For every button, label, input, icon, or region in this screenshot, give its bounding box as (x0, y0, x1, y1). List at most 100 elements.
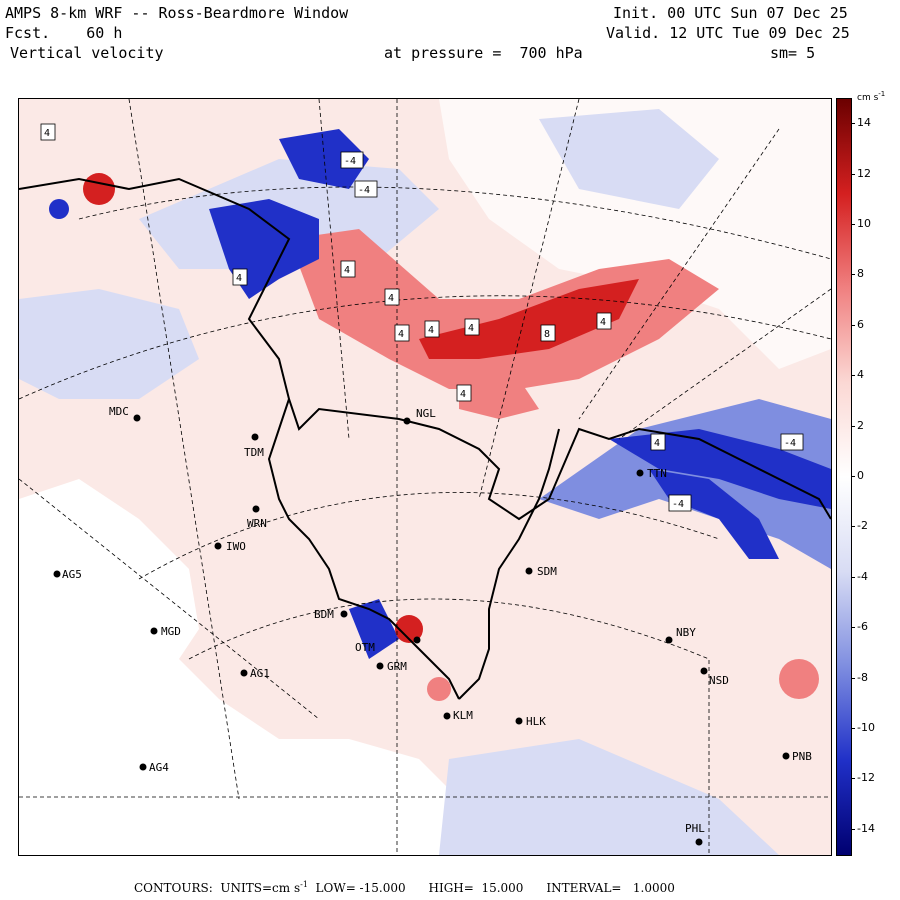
colorbar-tick-label: -12 (857, 771, 875, 785)
colorbar-tick-mark (851, 123, 855, 125)
contour-label: 4 (232, 268, 248, 286)
station-SDM: SDM (537, 565, 557, 578)
negative-core-north (279, 129, 369, 189)
contour-label: 8 (540, 324, 556, 342)
graticule (19, 99, 831, 855)
smoothing: sm= 5 (770, 44, 816, 62)
svg-text:8: 8 (544, 329, 550, 340)
station-MGD: MGD (161, 625, 181, 638)
station-TTN: TTN (647, 467, 667, 480)
svg-text:4: 4 (398, 329, 404, 340)
contour-label: 4 (394, 324, 410, 342)
contour-label: -4 (780, 433, 804, 451)
contour-footer: CONTOURS: UNITS=cm s-1 LOW= -15.000 HIGH… (134, 880, 675, 895)
colorbar-tick-mark (851, 425, 855, 427)
svg-text:4: 4 (428, 325, 434, 336)
station-AG5: AG5 (62, 568, 82, 581)
contour-label: -4 (340, 151, 364, 169)
neutral-region (19, 479, 459, 855)
colorbar-tick-label: -2 (857, 519, 868, 533)
contour-label: -4 (354, 180, 378, 198)
model-title: AMPS 8-km WRF -- Ross-Beardmore Window (5, 4, 349, 22)
station-AG1: AG1 (250, 667, 270, 680)
svg-text:4: 4 (236, 273, 242, 284)
colorbar-ticks: 14 12 10 8 6 4 2 0 -2 -4 -6 -8 -10 -12 -14 (851, 98, 900, 854)
init-time: Init. 00 UTC Sun 07 Dec 25 (613, 4, 848, 22)
positive-lobe (459, 369, 539, 419)
station-TDM: TDM (244, 446, 264, 459)
station-OTM: OTM (355, 641, 375, 654)
weak-negative-patch (539, 109, 719, 209)
negative-core-coast (209, 199, 319, 299)
colorbar-tick-label: 14 (857, 116, 871, 130)
colorbar-tick-mark (851, 728, 855, 729)
colorbar-tick-mark (851, 274, 855, 276)
station-IWO: IWO (226, 540, 246, 553)
colorbar-tick-mark (851, 778, 855, 780)
station-AG4: AG4 (149, 761, 169, 774)
map-panel[interactable]: MDC TDM NGL WRN IWO AG5 MGD AG1 AG4 BDM … (18, 98, 832, 856)
contour-label: 4 (596, 312, 612, 330)
map-svg: MDC TDM NGL WRN IWO AG5 MGD AG1 AG4 BDM … (19, 99, 831, 855)
station-NGL: NGL (416, 407, 436, 420)
coastline-mountains (267, 398, 460, 700)
station-GRM: GRM (387, 660, 407, 673)
station-NBY: NBY (676, 626, 696, 639)
field-name: Vertical velocity (10, 44, 164, 62)
colorbar-tick-label: 2 (857, 418, 864, 432)
contour-label: 4 (424, 320, 440, 338)
colorbar-tick-label: -4 (857, 569, 868, 583)
colorbar-tick-mark (851, 324, 855, 326)
colorbar-tick-mark (851, 828, 855, 830)
colorbar-tick-mark (851, 173, 855, 175)
station-WRN: WRN (247, 517, 267, 530)
negative-cell (49, 199, 69, 219)
negative-core-south (349, 599, 399, 659)
station-PHL: PHL (685, 822, 705, 835)
colorbar-tick-label: 6 (857, 317, 864, 331)
colorbar-tick-label: 0 (857, 469, 864, 482)
svg-text:4: 4 (344, 265, 350, 276)
svg-text:-4: -4 (358, 185, 370, 196)
positive-cell (427, 677, 451, 701)
svg-text:-4: -4 (672, 499, 684, 510)
colorbar-tick-mark (851, 677, 855, 679)
contour-label: 4 (650, 433, 666, 451)
svg-text:-4: -4 (344, 156, 356, 167)
negative-band-east-core (649, 469, 779, 559)
colorbar-tick-label: 4 (857, 368, 864, 382)
contour-label: 4 (384, 288, 400, 306)
positive-cell (83, 173, 115, 205)
svg-text:4: 4 (44, 128, 50, 139)
contour-label: -4 (668, 494, 692, 512)
weak-negative-patch (19, 289, 199, 399)
colorbar-tick-mark (851, 576, 855, 578)
station-PNB: PNB (792, 750, 812, 763)
svg-text:4: 4 (654, 438, 660, 449)
colorbar-tick-label: 12 (857, 166, 871, 180)
colorbar-tick-mark (851, 375, 855, 377)
pressure-level: at pressure = 700 hPa (384, 44, 583, 62)
colorbar-tick-label: -6 (857, 620, 868, 634)
station-markers: MDC TDM NGL WRN IWO AG5 MGD AG1 AG4 BDM … (53, 405, 812, 846)
colorbar-tick-mark (851, 224, 855, 225)
svg-text:-4: -4 (784, 438, 796, 449)
positive-cell (779, 659, 819, 699)
coastline (19, 177, 831, 521)
colorbar-tick-mark (851, 476, 855, 477)
colorbar-tick-mark (851, 627, 855, 629)
station-HLK: HLK (526, 715, 546, 728)
contour-label: 4 (340, 260, 356, 278)
svg-text:4: 4 (388, 293, 394, 304)
station-MDC: MDC (109, 405, 129, 418)
ice-shelf-edge (458, 428, 560, 700)
colorbar-tick-mark (851, 526, 855, 528)
colorbar-tick-label: 8 (857, 267, 864, 281)
contour-label: 4 (464, 318, 480, 336)
neutral-region-north (439, 99, 831, 369)
colorbar (836, 98, 852, 856)
contour-label: 4 (40, 123, 56, 141)
svg-text:4: 4 (460, 389, 466, 400)
svg-text:4: 4 (468, 323, 474, 334)
forecast-hour: Fcst. 60 h (5, 24, 123, 42)
